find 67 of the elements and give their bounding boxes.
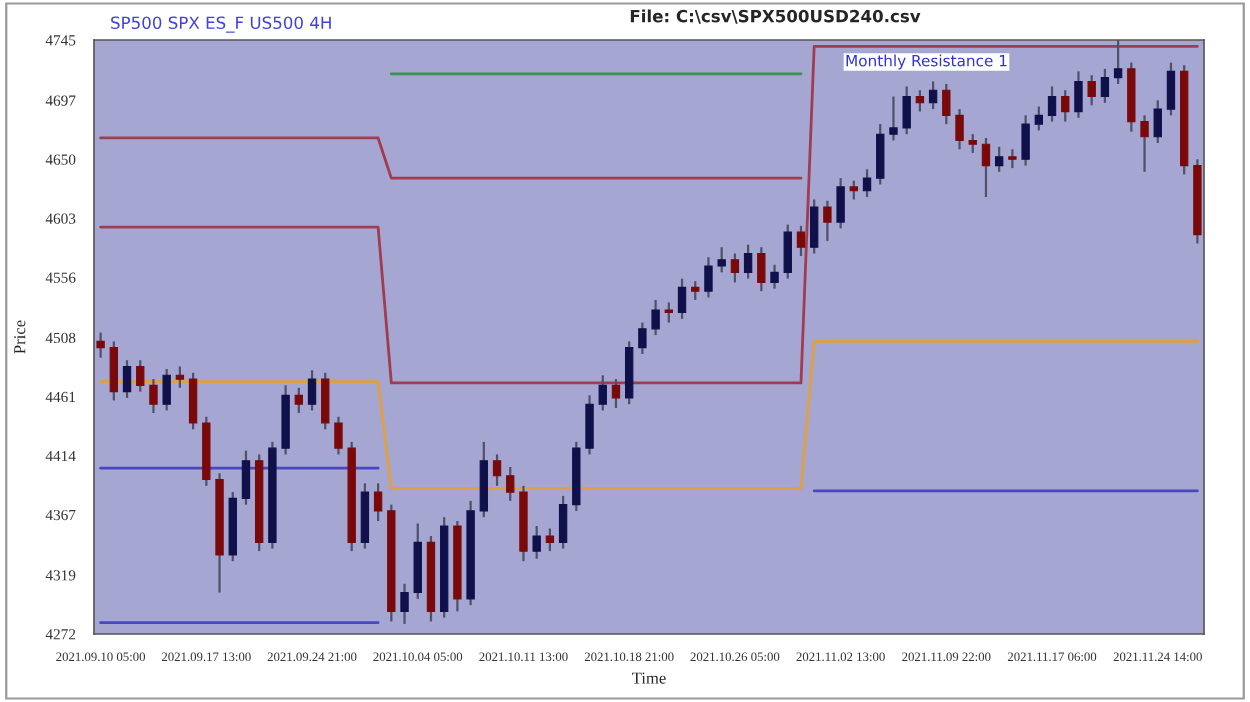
candlestick — [638, 321, 647, 356]
candlestick — [664, 301, 674, 324]
candlestick — [1061, 89, 1070, 123]
candlestick — [1008, 148, 1017, 170]
candlestick — [717, 246, 726, 274]
candlestick — [1074, 70, 1083, 119]
candlestick — [545, 527, 555, 553]
candlestick — [942, 82, 951, 126]
candlestick — [611, 377, 621, 410]
candlestick — [149, 377, 158, 415]
candlestick — [334, 415, 343, 456]
candlestick — [796, 224, 806, 258]
chart-title: File: C:\csv\SPX500USD240.csv — [630, 9, 921, 24]
candlestick — [1047, 85, 1057, 123]
candlestick — [175, 365, 185, 389]
candlestick — [1113, 40, 1123, 86]
candlestick — [188, 371, 198, 431]
candlestick — [770, 263, 779, 290]
candlestick — [241, 449, 251, 506]
candlestick — [876, 123, 885, 186]
candlestick — [915, 89, 925, 113]
candlestick — [1021, 114, 1030, 167]
candlestick — [307, 369, 317, 412]
candlestick — [849, 179, 859, 201]
candlestick — [704, 256, 713, 299]
y-axis-title: Price — [14, 320, 26, 354]
candlestick — [836, 177, 845, 230]
candlestick — [809, 198, 819, 255]
candlestick — [321, 371, 330, 431]
candlestick — [532, 524, 541, 560]
candlestick — [889, 95, 898, 142]
candlestick — [373, 482, 383, 523]
candlestick — [743, 243, 753, 280]
candlestick — [506, 465, 515, 502]
candlestick — [122, 359, 132, 400]
candlestick — [96, 331, 105, 359]
candlestick — [651, 298, 660, 337]
candlestick — [1140, 114, 1149, 173]
candlestick — [928, 80, 938, 111]
candlestick — [598, 374, 607, 412]
candlestick — [400, 582, 409, 626]
candlestick — [677, 277, 687, 320]
candlestick — [783, 223, 792, 280]
candlestick — [1087, 74, 1096, 107]
candlestick — [691, 280, 700, 302]
candlestick — [136, 359, 145, 393]
candlestick — [981, 136, 991, 199]
candlestick — [902, 85, 911, 136]
candlestick — [492, 453, 502, 487]
chart-subtitle: SP500 SPX ES_F US500 4H — [111, 16, 331, 33]
candlestick — [730, 252, 740, 284]
candlestick — [1100, 67, 1110, 104]
candlestick — [1166, 61, 1176, 117]
candlestick — [757, 246, 766, 293]
candlestick — [1153, 99, 1162, 145]
candlestick — [994, 145, 1004, 173]
candlestick — [294, 386, 304, 415]
x-axis-title: Time — [632, 672, 666, 684]
candlestick — [823, 199, 832, 243]
candlestick — [585, 394, 594, 456]
candlestick — [162, 367, 171, 412]
candlestick — [1034, 105, 1044, 132]
candlestick — [109, 340, 119, 402]
candlestick — [558, 494, 568, 550]
candlestick — [955, 107, 964, 151]
candlestick — [862, 168, 872, 199]
candlestick — [968, 133, 977, 155]
